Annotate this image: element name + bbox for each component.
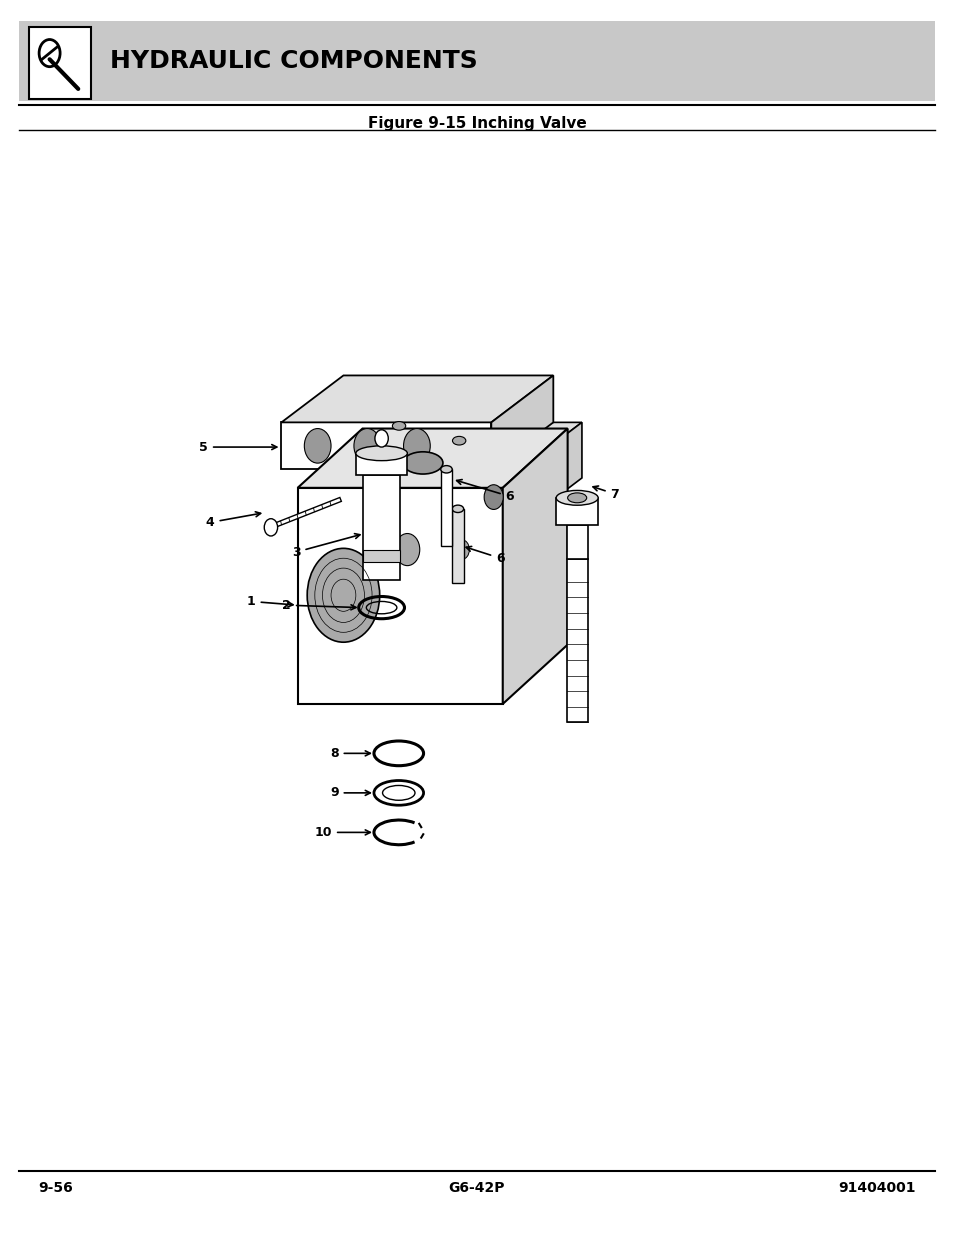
Text: G6-42P: G6-42P <box>448 1181 505 1195</box>
Polygon shape <box>452 509 463 583</box>
Ellipse shape <box>452 436 465 445</box>
Ellipse shape <box>402 452 442 474</box>
Polygon shape <box>519 422 581 525</box>
Polygon shape <box>363 475 399 580</box>
Ellipse shape <box>355 446 407 461</box>
Polygon shape <box>363 550 399 562</box>
Text: HYDRAULIC COMPONENTS: HYDRAULIC COMPONENTS <box>110 49 476 73</box>
Circle shape <box>403 429 430 463</box>
Ellipse shape <box>392 421 405 430</box>
Text: 1: 1 <box>247 595 293 608</box>
FancyBboxPatch shape <box>19 21 934 101</box>
Text: 9: 9 <box>330 787 370 799</box>
Text: Figure 9-15 Inching Valve: Figure 9-15 Inching Valve <box>367 116 586 131</box>
Polygon shape <box>502 429 567 704</box>
Text: 2: 2 <box>282 599 355 611</box>
Circle shape <box>375 430 388 447</box>
Text: 4: 4 <box>206 511 260 529</box>
Text: 91404001: 91404001 <box>838 1181 915 1195</box>
Circle shape <box>483 485 503 510</box>
Polygon shape <box>566 525 587 558</box>
Polygon shape <box>297 488 502 704</box>
Polygon shape <box>297 429 567 488</box>
Text: 5: 5 <box>199 441 276 453</box>
Polygon shape <box>281 375 553 422</box>
Text: 9-56: 9-56 <box>38 1181 72 1195</box>
Circle shape <box>454 540 469 559</box>
Circle shape <box>264 519 277 536</box>
Text: 3: 3 <box>292 534 359 558</box>
Text: 10: 10 <box>314 826 370 839</box>
Polygon shape <box>566 558 587 722</box>
Circle shape <box>354 429 380 463</box>
Circle shape <box>304 429 331 463</box>
Circle shape <box>395 534 419 566</box>
Circle shape <box>307 548 379 642</box>
Polygon shape <box>467 422 581 469</box>
Ellipse shape <box>556 490 598 505</box>
Ellipse shape <box>440 466 452 473</box>
FancyBboxPatch shape <box>29 27 91 99</box>
Text: 8: 8 <box>330 747 370 760</box>
Polygon shape <box>281 422 491 469</box>
Polygon shape <box>491 375 553 469</box>
Polygon shape <box>440 469 452 546</box>
Polygon shape <box>355 453 407 475</box>
Text: 6: 6 <box>466 546 504 564</box>
Text: 6: 6 <box>456 479 514 503</box>
Text: 7: 7 <box>593 487 618 500</box>
Polygon shape <box>556 498 598 525</box>
Polygon shape <box>467 469 519 525</box>
Ellipse shape <box>452 505 463 513</box>
Ellipse shape <box>567 493 586 503</box>
